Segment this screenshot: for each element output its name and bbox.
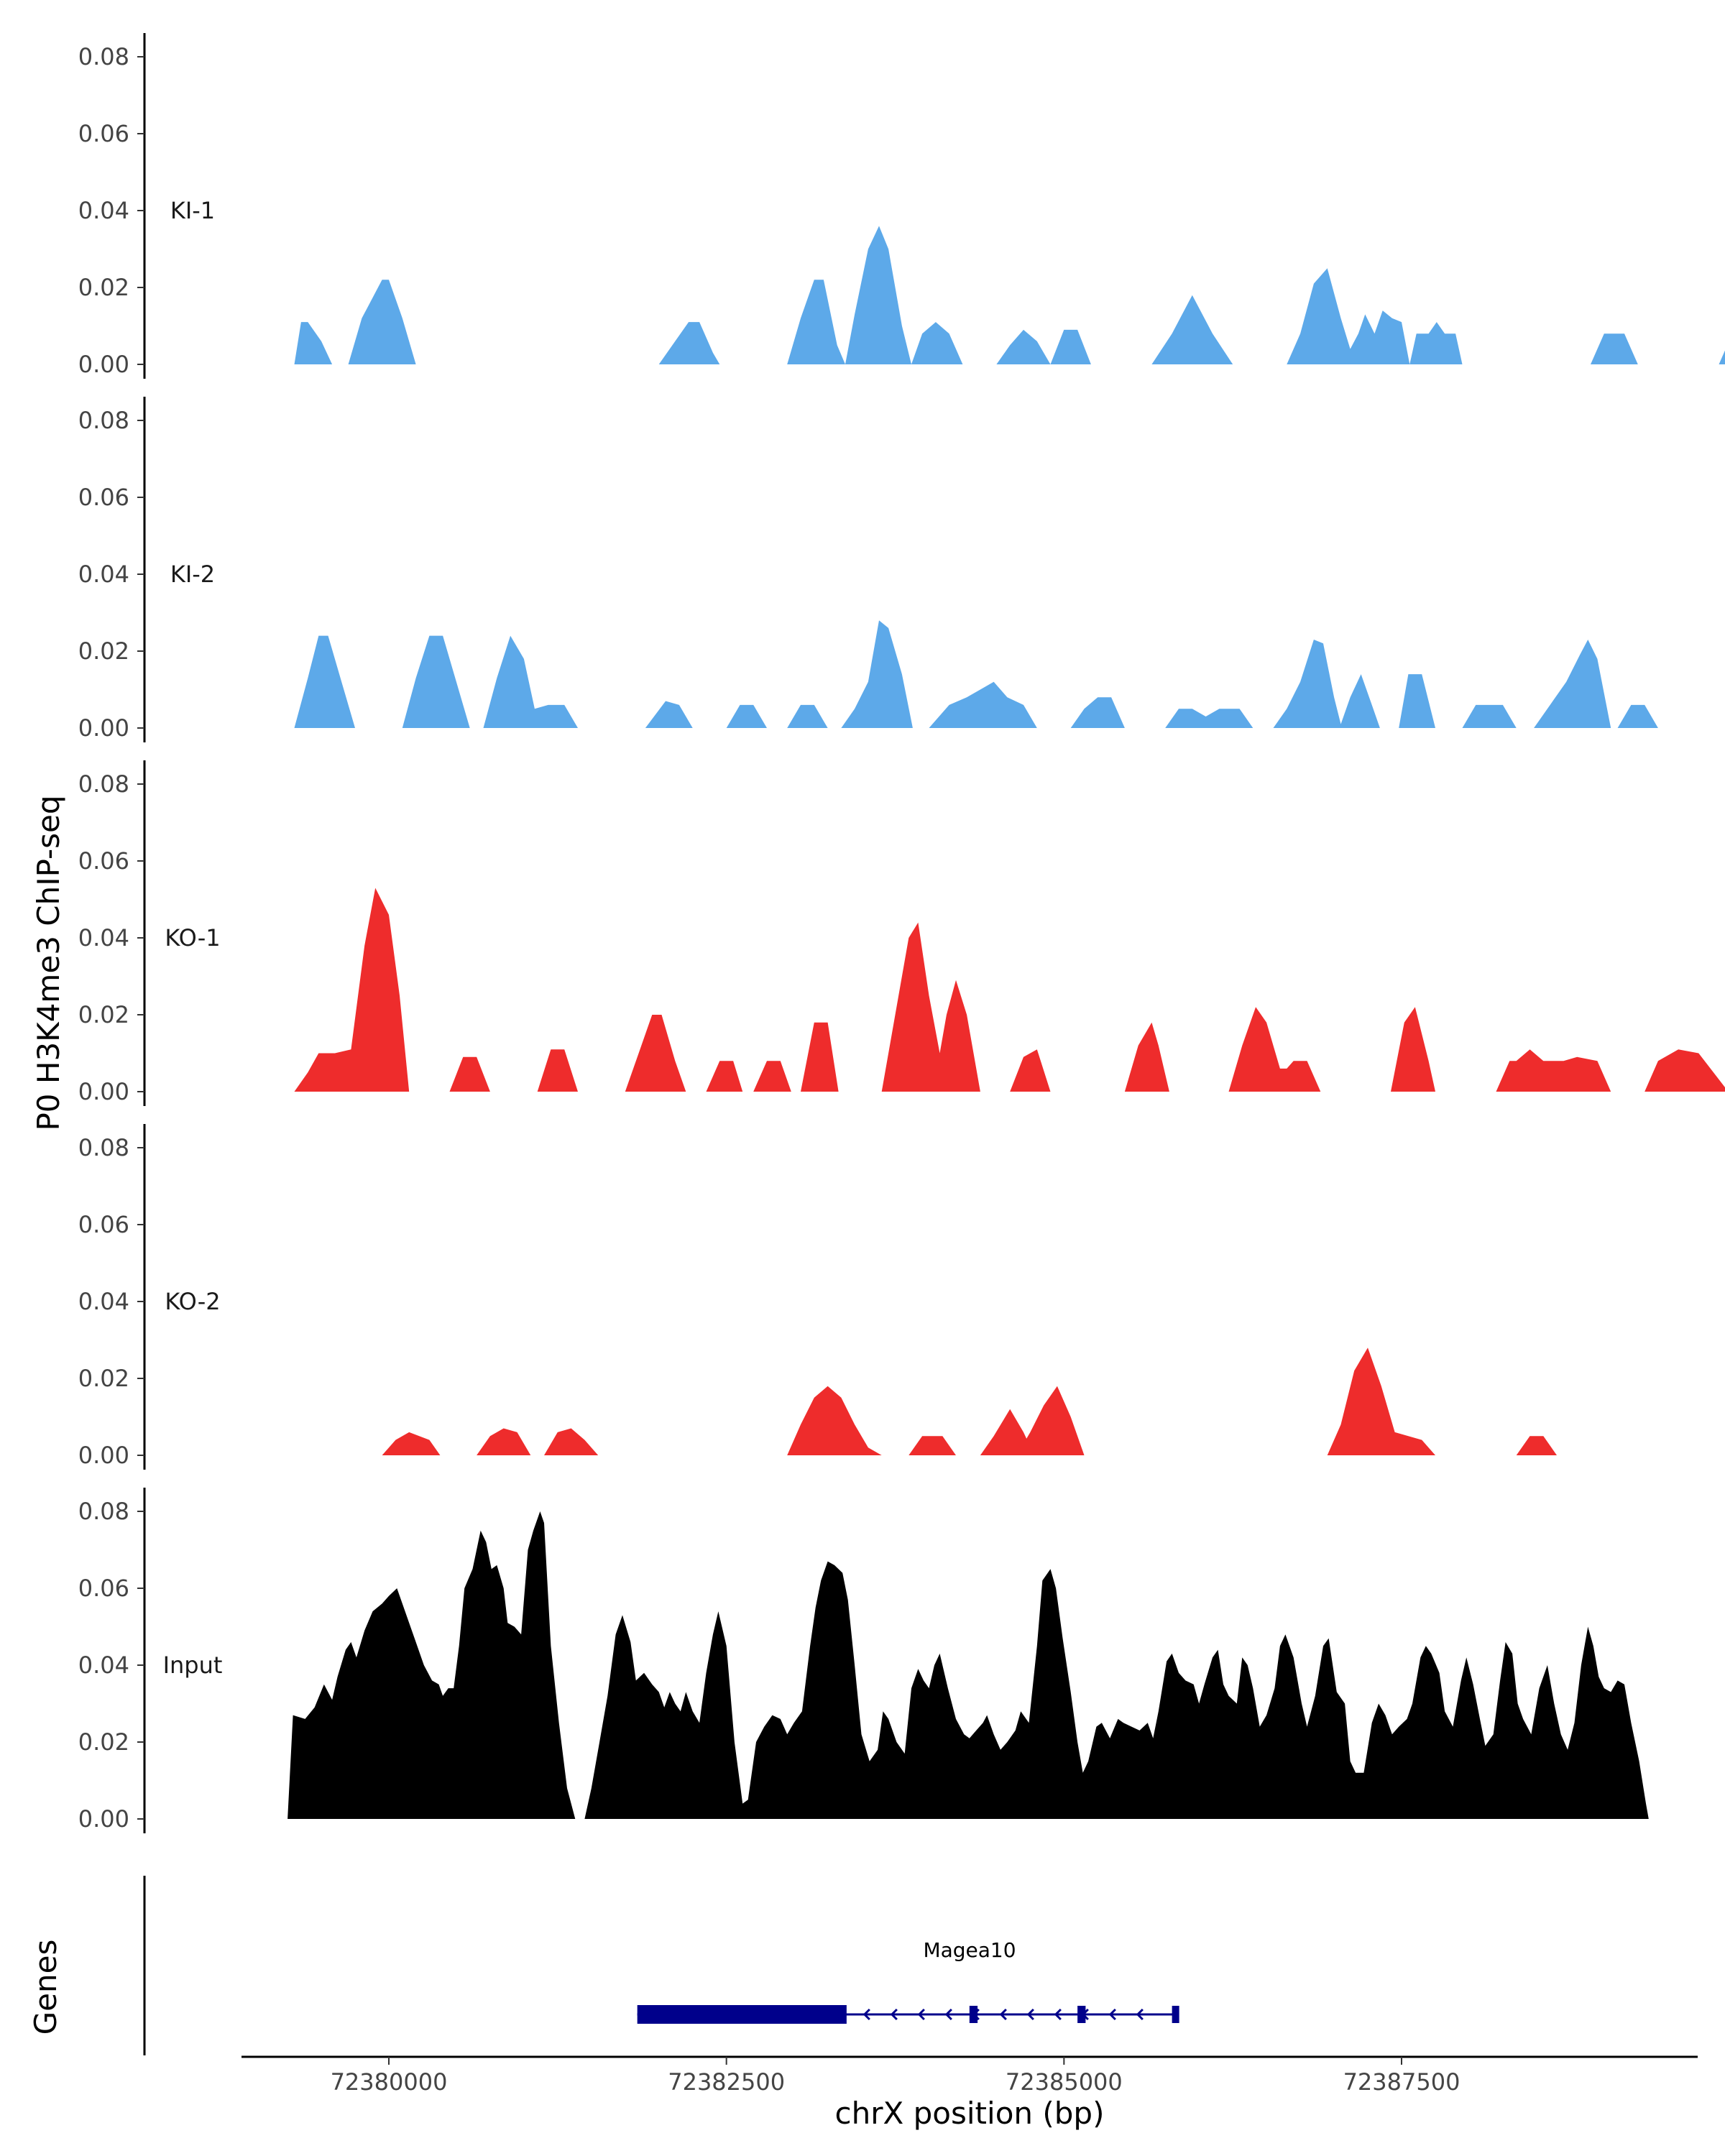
x-axis-title: chrX position (bp) — [835, 2096, 1105, 2131]
y-tick-label: 0.00 — [78, 1442, 129, 1469]
signal-area — [294, 620, 1658, 728]
strand-arrow — [862, 2008, 870, 2021]
y-tick-label: 0.02 — [78, 1365, 129, 1392]
signal-area — [294, 226, 1725, 364]
y-tick-label: 0.02 — [78, 274, 129, 301]
strand-arrow — [944, 2008, 952, 2021]
x-tick-label: 72382500 — [668, 2068, 785, 2096]
x-ticks: 72380000 72382500 72385000 72387500 — [331, 2057, 1460, 2096]
signal-area — [288, 1511, 1649, 1819]
genes-axis-title: Genes — [28, 1940, 63, 2035]
y-tick-label: 0.06 — [78, 120, 129, 147]
x-axis: 72380000 72382500 72385000 72387500 chrX po… — [242, 2055, 1698, 2131]
y-tick-label: 0.00 — [78, 1805, 129, 1833]
track-ki-1: 0.00 0.02 0.04 0.06 0.08 KI-1 — [78, 33, 1725, 379]
y-tick-label: 0.04 — [78, 1651, 129, 1679]
x-tick-label: 72380000 — [331, 2068, 448, 2096]
y-tick-label: 0.06 — [78, 847, 129, 875]
x-tick-label: 72387500 — [1343, 2068, 1460, 2096]
y-tick-label: 0.00 — [78, 714, 129, 742]
y-axis-title: P0 H3K4me3 ChIP-seq — [31, 795, 66, 1130]
y-tick-label: 0.06 — [78, 1575, 129, 1602]
track-label: KI-1 — [170, 197, 215, 224]
gene-name-label: Magea10 — [923, 1938, 1016, 1962]
track-label: KO-2 — [165, 1288, 220, 1315]
y-tick-label: 0.04 — [78, 197, 129, 224]
x-tick-label: 72385000 — [1006, 2068, 1123, 2096]
y-tick-label: 0.02 — [78, 637, 129, 665]
strand-arrow — [917, 2008, 925, 2021]
strand-arrow — [1108, 2008, 1116, 2021]
gene-models: Magea10 — [637, 1938, 1179, 2024]
track-label: KO-1 — [165, 924, 220, 952]
y-tick-label: 0.00 — [78, 1078, 129, 1105]
y-tick-label: 0.04 — [78, 1288, 129, 1315]
y-tick-label: 0.04 — [78, 924, 129, 952]
signal-area — [382, 1348, 1557, 1455]
track-ko-2: 0.00 0.02 0.04 0.06 0.08 KO-2 — [78, 1124, 1557, 1470]
y-tick-label: 0.08 — [78, 1134, 129, 1161]
strand-arrow — [999, 2008, 1007, 2021]
y-tick-label: 0.02 — [78, 1001, 129, 1028]
y-tick-label: 0.02 — [78, 1728, 129, 1756]
signal-tracks: 0.00 0.02 0.04 0.06 0.08 KI-1 0.00 0.02 0.04 0.06… — [78, 33, 1725, 1833]
gene-exon — [969, 2006, 978, 2023]
signal-area — [294, 888, 1725, 1092]
y-tick-label: 0.06 — [78, 1211, 129, 1238]
strand-arrow — [1026, 2008, 1034, 2021]
y-tick-label: 0.06 — [78, 484, 129, 511]
y-tick-label: 0.08 — [78, 43, 129, 70]
track-ki-2: 0.00 0.02 0.04 0.06 0.08 KI-2 — [78, 397, 1658, 742]
gene-exon — [1172, 2006, 1179, 2023]
strand-arrow — [1054, 2008, 1062, 2021]
gene-exon — [1077, 2006, 1086, 2023]
genes-panel: Genes Magea10 — [28, 1876, 1179, 2055]
strand-arrow — [1136, 2008, 1144, 2021]
strand-arrow — [890, 2008, 898, 2021]
track-label: KI-2 — [170, 561, 215, 588]
track-label: Input — [163, 1651, 223, 1679]
gene-exon — [637, 2005, 847, 2024]
gene-model-magea10: Magea10 — [637, 1938, 1179, 2024]
y-tick-label: 0.00 — [78, 351, 129, 378]
track-input: 0.00 0.02 0.04 0.06 0.08 Input — [78, 1488, 1649, 1833]
y-tick-label: 0.08 — [78, 770, 129, 798]
y-tick-label: 0.04 — [78, 561, 129, 588]
y-tick-label: 0.08 — [78, 1498, 129, 1525]
y-tick-label: 0.08 — [78, 407, 129, 434]
track-ko-1: 0.00 0.02 0.04 0.06 0.08 KO-1 — [78, 760, 1725, 1106]
